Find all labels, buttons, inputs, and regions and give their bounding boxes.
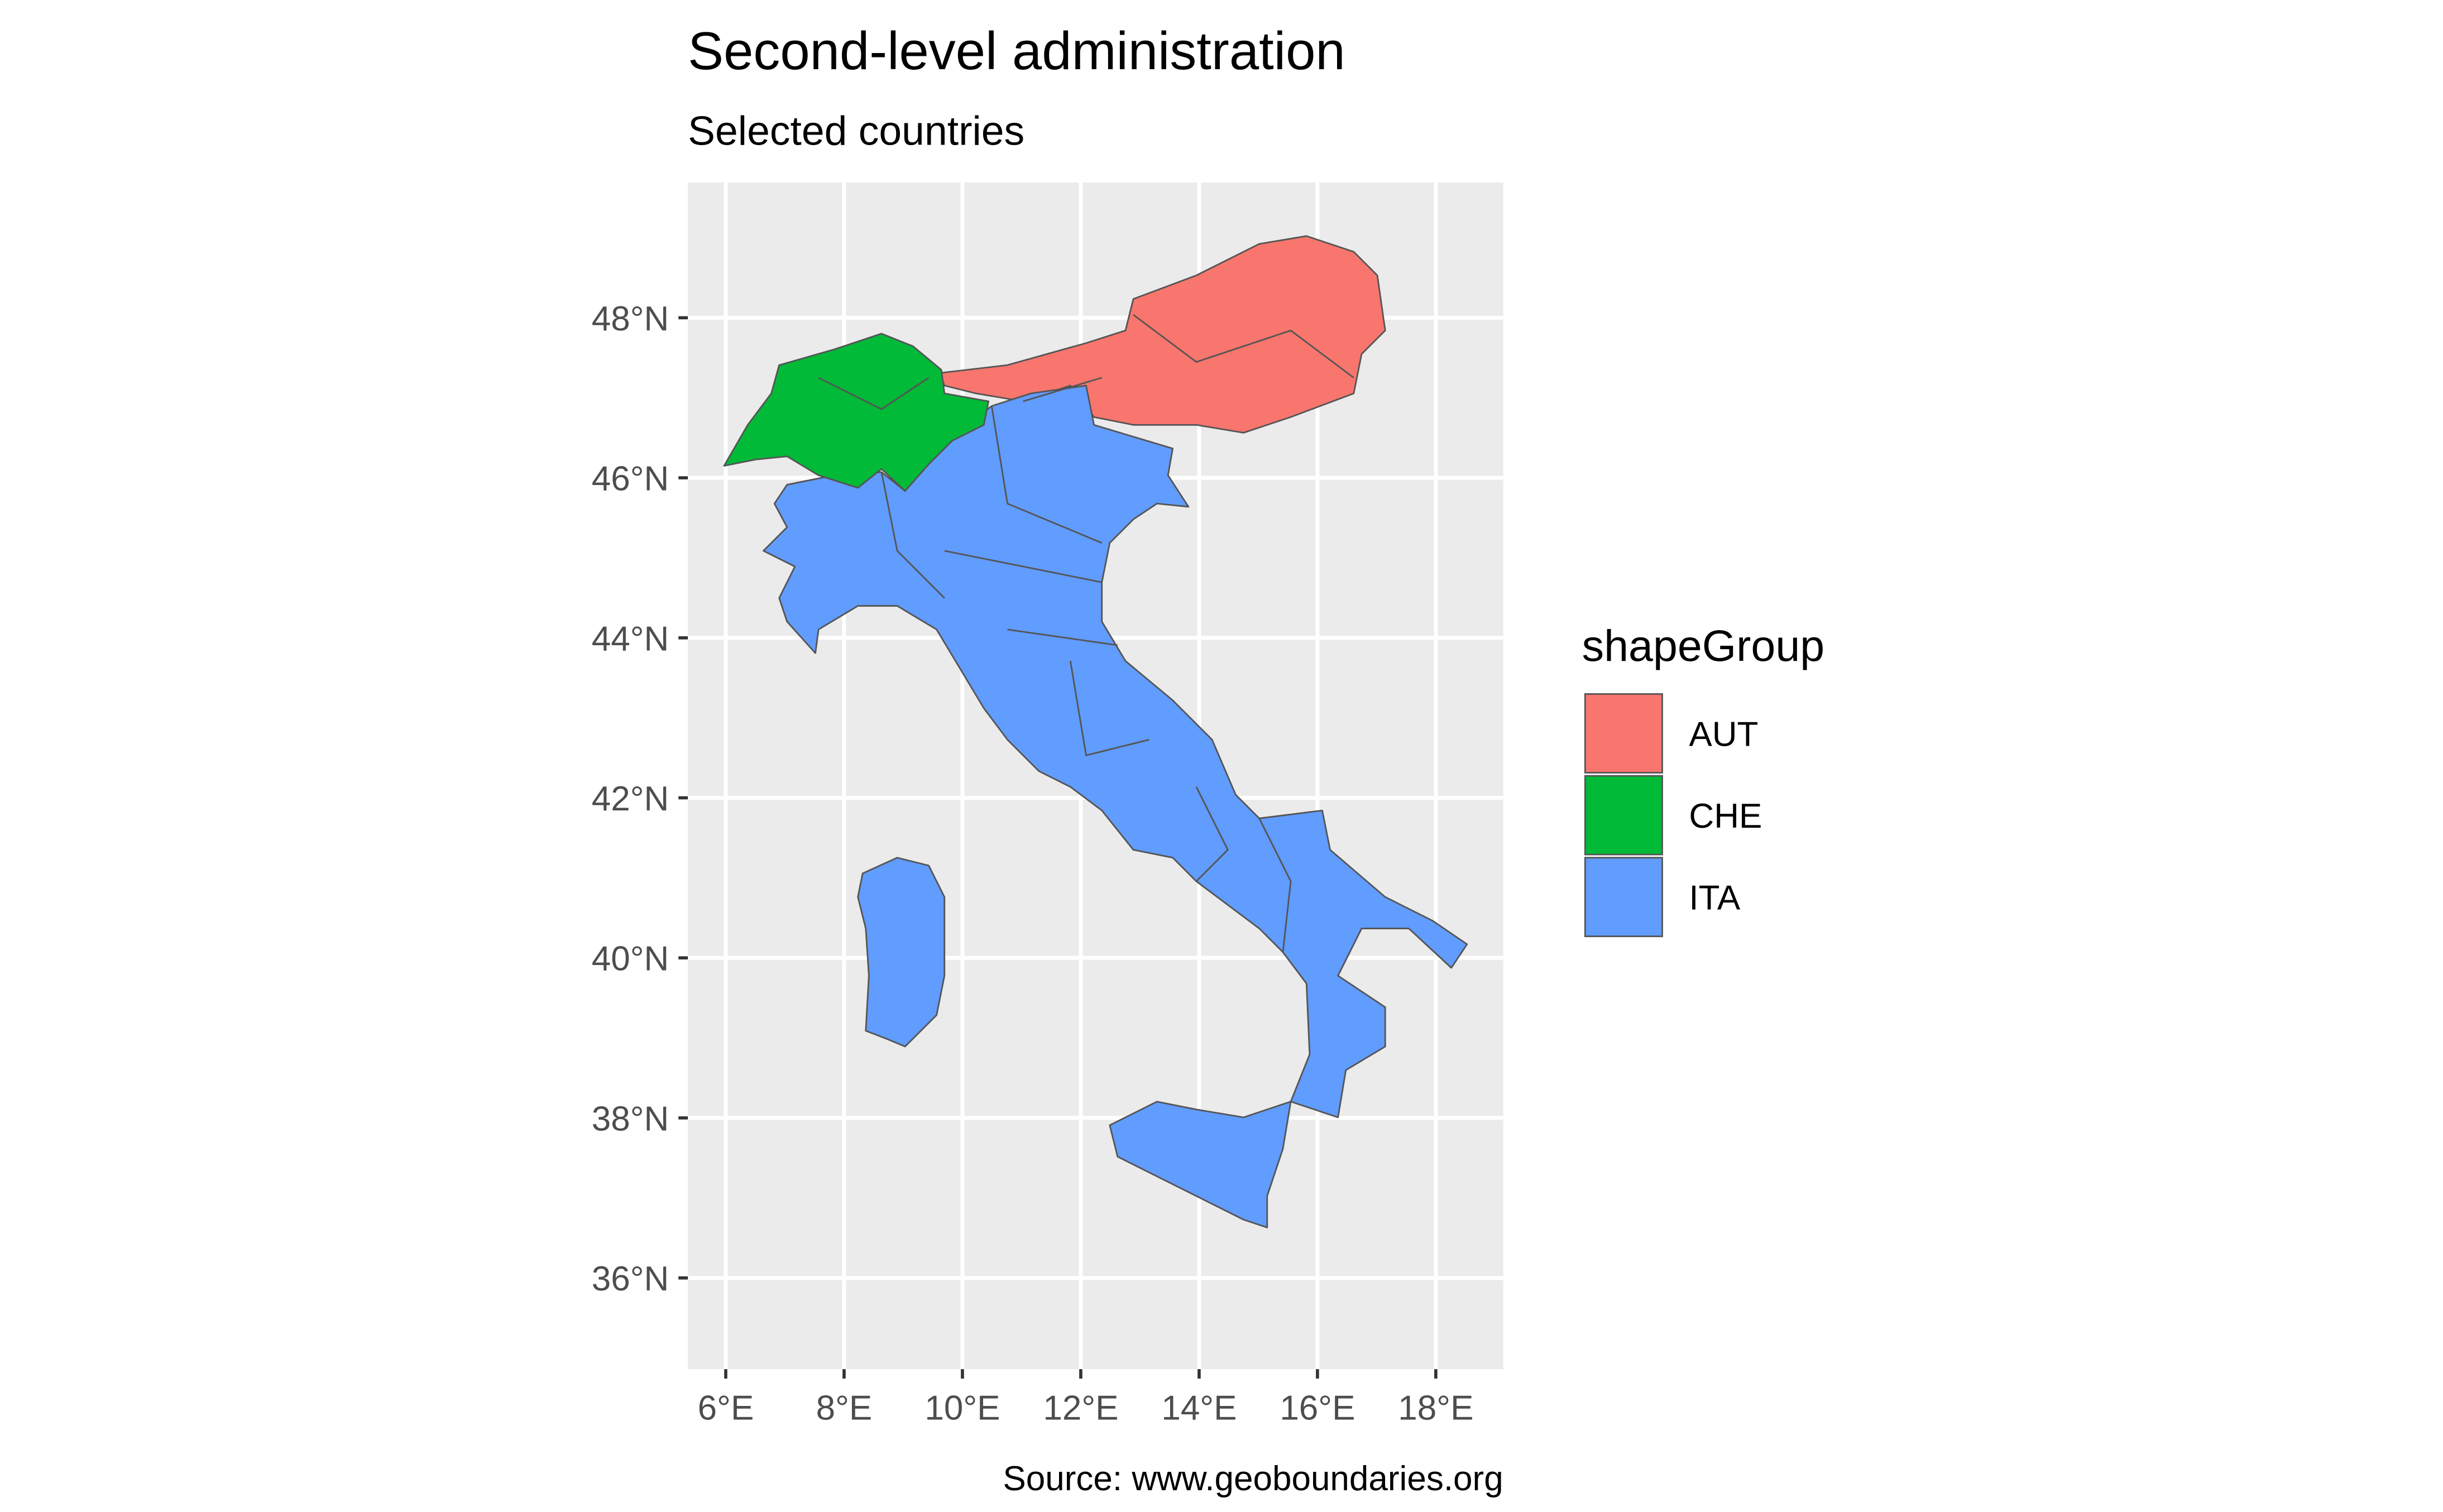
chart-title: Second-level administration	[688, 21, 1345, 81]
y-tick-label: 42°N	[592, 780, 669, 818]
x-tick-label: 6°E	[698, 1389, 754, 1427]
caption: Source: www.geoboundaries.org	[1003, 1460, 1503, 1498]
x-tick-label: 14°E	[1161, 1389, 1237, 1427]
x-tick-label: 12°E	[1043, 1389, 1118, 1427]
y-tick-label: 36°N	[592, 1260, 669, 1298]
legend-label: AUT	[1689, 715, 1758, 753]
country-shape	[723, 333, 990, 492]
y-tick-label: 48°N	[592, 300, 669, 338]
legend-key	[1584, 693, 1663, 774]
legend: AUT CHE ITA	[1584, 693, 1762, 938]
region-border	[818, 314, 1354, 953]
country-shape	[763, 385, 1468, 1119]
y-tick-label: 38°N	[592, 1100, 669, 1138]
y-tick-label: 46°N	[592, 460, 669, 498]
x-tick-label: 16°E	[1280, 1389, 1355, 1427]
axes: 6°E 8°E 10°E 12°E 14°E 16°E 18°E 36°N 38°N 40°N 42…	[592, 300, 1474, 1427]
x-tick-label: 18°E	[1398, 1389, 1473, 1427]
chart-subtitle: Selected countries	[688, 108, 1024, 153]
legend-key	[1584, 775, 1663, 856]
legend-label: CHE	[1689, 797, 1762, 836]
x-tick-label: 10°E	[924, 1389, 1000, 1427]
legend-label: ITA	[1689, 879, 1741, 918]
x-tick-label: 8°E	[816, 1389, 873, 1427]
y-tick-label: 40°N	[592, 940, 669, 978]
country-shape	[857, 857, 946, 1048]
country-shape	[1109, 1101, 1292, 1228]
map-shapes	[723, 235, 1468, 1228]
y-tick-label: 44°N	[592, 620, 669, 658]
legend-title: shapeGroup	[1582, 621, 1824, 670]
legend-key	[1584, 857, 1663, 938]
